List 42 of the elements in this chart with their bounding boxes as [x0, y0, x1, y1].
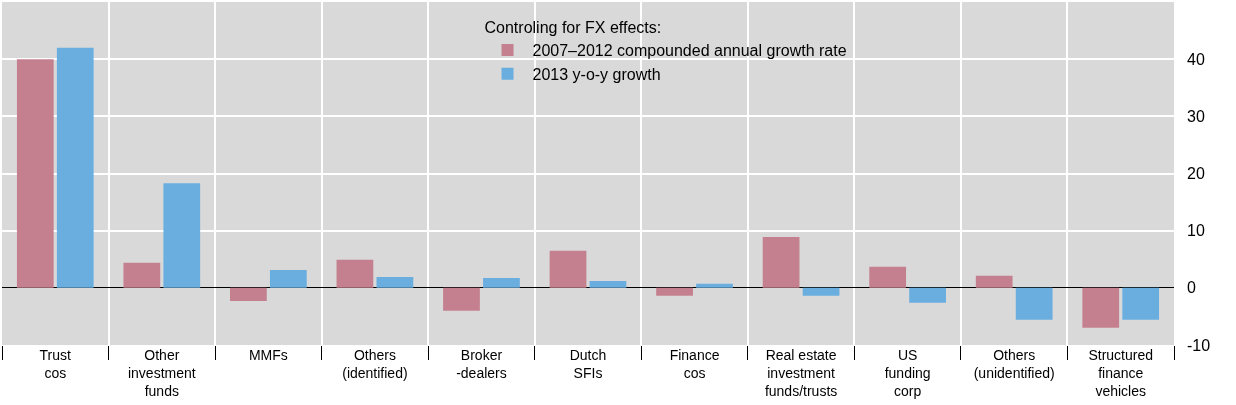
- bar: [336, 259, 374, 288]
- y-tick-label: 0: [1187, 279, 1196, 297]
- y-tick-label: 10: [1187, 222, 1205, 240]
- x-tick-label: Others (unidentified): [973, 347, 1055, 382]
- x-tick-label: Structured finance vehicles: [1088, 347, 1154, 400]
- bar: [269, 270, 307, 288]
- legend-label: 2007–2012 compounded annual growth rate: [532, 42, 847, 60]
- bar: [762, 236, 800, 288]
- x-tick-label: MMFs: [248, 347, 288, 363]
- bar: [975, 275, 1013, 288]
- y-tick-label: 40: [1187, 50, 1205, 68]
- bar: [802, 287, 840, 296]
- bar: [56, 47, 94, 288]
- y-tick-label: 20: [1187, 165, 1205, 183]
- bar: [1082, 287, 1120, 328]
- bar: [1122, 287, 1160, 320]
- legend-title: Controling for FX effects:: [484, 19, 662, 37]
- bar: [443, 287, 480, 311]
- bar: [376, 276, 414, 288]
- x-tick-label: Broker -dealers: [456, 347, 507, 382]
- y-tick-label: -10: [1187, 336, 1211, 354]
- bar: [696, 283, 733, 288]
- bar: [869, 266, 907, 288]
- x-tick-label: Trust cos: [39, 347, 72, 382]
- x-tick-label: Others (identified): [342, 347, 408, 382]
- bar: [549, 250, 587, 288]
- bar: [909, 287, 946, 303]
- bar: [230, 287, 267, 301]
- x-tick-label: Other investment funds: [127, 347, 196, 400]
- x-tick-label: Dutch SFIs: [569, 347, 607, 382]
- x-tick-label: US funding corp: [884, 347, 931, 400]
- x-tick-label: Finance cos: [669, 347, 720, 382]
- bar: [589, 280, 627, 288]
- y-tick-label: 30: [1187, 107, 1205, 125]
- bar: [483, 278, 520, 288]
- bar: [16, 59, 54, 288]
- bar: [123, 262, 161, 288]
- bar: [1015, 287, 1053, 320]
- x-tick-label: Real estate investment funds/trusts: [764, 347, 838, 400]
- legend-label: 2013 y-o-y growth: [532, 66, 661, 84]
- bar: [163, 183, 201, 288]
- bar: [656, 287, 693, 296]
